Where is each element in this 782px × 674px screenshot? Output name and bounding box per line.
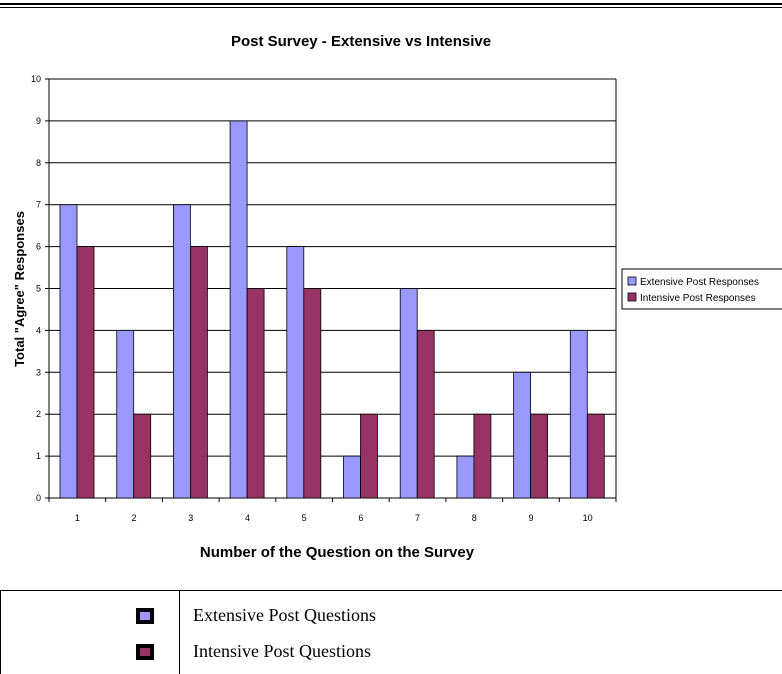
legend: Extensive Post Responses Intensive Post R… xyxy=(622,269,782,309)
bar-intensive xyxy=(361,414,378,498)
bar-extensive xyxy=(514,372,531,498)
y-tick-label: 3 xyxy=(36,367,41,377)
bar-extensive xyxy=(287,247,304,498)
key-label-extensive: Extensive Post Questions xyxy=(193,605,376,626)
bar-extensive xyxy=(344,456,361,498)
bar-intensive xyxy=(134,414,151,498)
intensive-swatch-icon xyxy=(136,644,154,660)
bar-intensive xyxy=(531,414,548,498)
key-table-top-border xyxy=(0,590,782,591)
y-tick-label: 4 xyxy=(36,325,41,335)
legend-label-intensive: Intensive Post Responses xyxy=(640,293,756,304)
y-tick-label: 6 xyxy=(36,242,41,252)
y-tick-label: 2 xyxy=(36,409,41,419)
x-tick-label: 9 xyxy=(528,513,533,523)
key-row-intensive: Intensive Post Questions xyxy=(0,641,782,671)
key-label-intensive: Intensive Post Questions xyxy=(193,641,371,662)
bar-intensive xyxy=(247,289,264,499)
x-tick-label: 1 xyxy=(75,513,80,523)
bar-intensive xyxy=(587,414,604,498)
extensive-swatch-icon xyxy=(136,608,154,624)
y-tick-label: 10 xyxy=(31,74,41,84)
bar-extensive xyxy=(60,205,77,498)
y-tick-label: 1 xyxy=(36,451,41,461)
x-tick-label: 4 xyxy=(245,513,250,523)
key-table: Extensive Post Questions Intensive Post … xyxy=(0,590,782,674)
bar-intensive xyxy=(190,247,207,498)
x-axis-title: Number of the Question on the Survey xyxy=(200,544,475,561)
legend-swatch-extensive xyxy=(628,277,636,285)
y-tick-label: 7 xyxy=(36,200,41,210)
y-axis-title: Total "Agree" Responses xyxy=(12,211,27,367)
bar-intensive xyxy=(417,330,434,498)
x-tick-label: 6 xyxy=(358,513,363,523)
x-tick-label: 7 xyxy=(415,513,420,523)
plot-area: 0 1 2 3 4 5 6 7 8 9 10 1 2 3 4 5 6 7 8 9 10 xyxy=(31,74,616,523)
x-tick-label: 3 xyxy=(188,513,193,523)
bar-extensive xyxy=(230,121,247,498)
chart-title: Post Survey - Extensive vs Intensive xyxy=(231,33,491,50)
bar-extensive xyxy=(400,289,417,499)
y-tick-label: 9 xyxy=(36,116,41,126)
bar-extensive xyxy=(173,205,190,498)
y-tick-label: 8 xyxy=(36,158,41,168)
y-tick-label: 0 xyxy=(36,493,41,503)
x-tick-label: 2 xyxy=(132,513,137,523)
bar-extensive xyxy=(117,330,134,498)
x-tick-label: 8 xyxy=(472,513,477,523)
legend-label-extensive: Extensive Post Responses xyxy=(640,277,759,288)
bar-extensive xyxy=(570,330,587,498)
x-tick-label: 5 xyxy=(302,513,307,523)
bar-intensive xyxy=(304,289,321,499)
legend-swatch-intensive xyxy=(628,293,636,301)
x-tick-label: 10 xyxy=(583,513,593,523)
key-row-extensive: Extensive Post Questions xyxy=(0,605,782,635)
bar-extensive xyxy=(457,456,474,498)
bar-chart: Post Survey - Extensive vs Intensive 0 1 2… xyxy=(0,0,782,590)
bar-intensive xyxy=(77,247,94,498)
y-tick-label: 5 xyxy=(36,284,41,294)
bar-intensive xyxy=(474,414,491,498)
